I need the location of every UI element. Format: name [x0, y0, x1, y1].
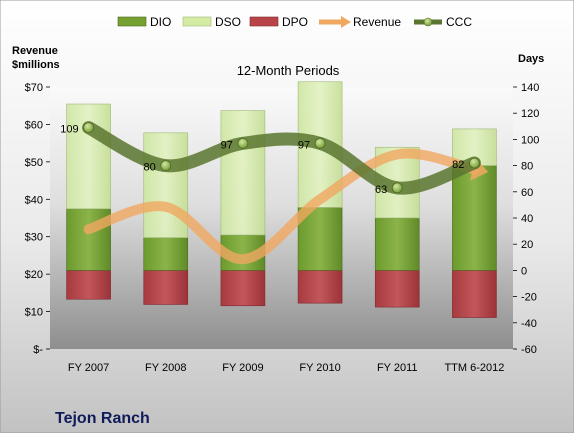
right-tick-label: -40: [521, 318, 537, 330]
x-tick-label: FY 2011: [377, 362, 418, 374]
legend-item-revenue: Revenue: [319, 15, 401, 29]
legend-label-dso: DSO: [215, 15, 241, 29]
bar-dpo: [374, 270, 420, 308]
right-tick-label: 140: [521, 82, 539, 94]
legend-swatch-dso: [182, 16, 212, 27]
right-tick-label: 60: [521, 187, 533, 199]
ccc-data-label: 63: [375, 184, 387, 196]
bar-dso: [143, 132, 189, 238]
bar-dpo: [220, 270, 266, 307]
bar-dio: [374, 217, 420, 271]
ccc-data-label: 82: [452, 159, 464, 171]
legend-label-ccc: CCC: [446, 15, 472, 29]
ccc-series: 109 80 97 97 63 82: [60, 121, 481, 196]
legend-label-revenue: Revenue: [353, 15, 401, 29]
bar-dio: [143, 237, 189, 271]
legend-label-dio: DIO: [150, 15, 171, 29]
legend-swatch-dio: [117, 16, 147, 27]
legend-item-dpo: DPO: [249, 15, 308, 29]
x-tick-label: FY 2009: [222, 362, 263, 374]
left-tick-label: $50: [25, 157, 43, 169]
legend: DIO DSO DPO Revenue CCC: [117, 15, 472, 29]
ccc-marker: [469, 157, 480, 169]
ccc-data-label: 109: [60, 124, 78, 136]
legend-swatch-dpo: [249, 16, 279, 27]
legend-marker-ccc: [423, 17, 433, 27]
right-tick-label: 100: [521, 134, 539, 146]
left-axis-title-line2: $millions: [12, 59, 60, 71]
bar-dpo: [297, 270, 343, 304]
company-name: Tejon Ranch: [55, 410, 150, 427]
right-tick-label: -20: [521, 292, 537, 304]
ccc-data-label: 97: [221, 139, 233, 151]
left-tick-label: $20: [25, 269, 43, 281]
right-tick-label: 80: [521, 161, 533, 173]
left-tick-label: $-: [33, 344, 43, 356]
legend-item-dso: DSO: [182, 15, 241, 29]
x-tick-label: FY 2007: [68, 362, 109, 374]
x-axis-labels: FY 2007 FY 2008 FY 2009 FY 2010 FY 2011 TTM 6…: [68, 362, 504, 374]
left-tick-label: $10: [25, 307, 43, 319]
right-axis-ticks: -60 -40 -20 0 20 40 60 80 100 120 140: [513, 82, 539, 356]
bar-dpo: [143, 270, 189, 305]
left-axis-ticks: $- $10 $20 $30 $40 $50 $60 $70: [25, 82, 50, 356]
legend-arrow-revenue: [341, 16, 351, 28]
left-tick-label: $40: [25, 194, 43, 206]
bar-dso: [220, 110, 266, 236]
x-tick-label: FY 2008: [145, 362, 186, 374]
x-tick-label: FY 2010: [299, 362, 340, 374]
left-tick-label: $30: [25, 232, 43, 244]
ccc-line: [82, 121, 481, 195]
ccc-data-label: 80: [144, 162, 156, 174]
bar-dso: [66, 103, 111, 210]
left-tick-label: $70: [25, 82, 43, 94]
ccc-marker: [83, 122, 94, 134]
bar-dpo: [66, 270, 111, 300]
left-axis-title-line1: Revenue: [12, 45, 58, 57]
legend-item-dio: DIO: [117, 15, 171, 29]
right-tick-label: 40: [521, 213, 533, 225]
chart-title: 12-Month Periods: [237, 63, 340, 78]
legend-label-dpo: DPO: [282, 15, 308, 29]
right-tick-label: 120: [521, 108, 539, 120]
revenue-line: [83, 148, 480, 265]
right-axis-title: Days: [518, 53, 544, 65]
right-tick-label: -60: [521, 344, 537, 356]
right-tick-label: 20: [521, 239, 533, 251]
legend-item-ccc: CCC: [414, 15, 472, 29]
ccc-marker: [160, 160, 172, 172]
ccc-data-label: 97: [298, 139, 310, 151]
bar-dpo: [452, 270, 497, 318]
left-tick-label: $60: [25, 119, 43, 131]
ccc-marker: [237, 137, 249, 149]
ccc-marker: [314, 137, 326, 149]
right-tick-label: 0: [521, 265, 527, 277]
x-tick-label: TTM 6-2012: [444, 362, 504, 374]
bar-dio: [452, 165, 497, 271]
ccc-marker: [391, 182, 403, 194]
